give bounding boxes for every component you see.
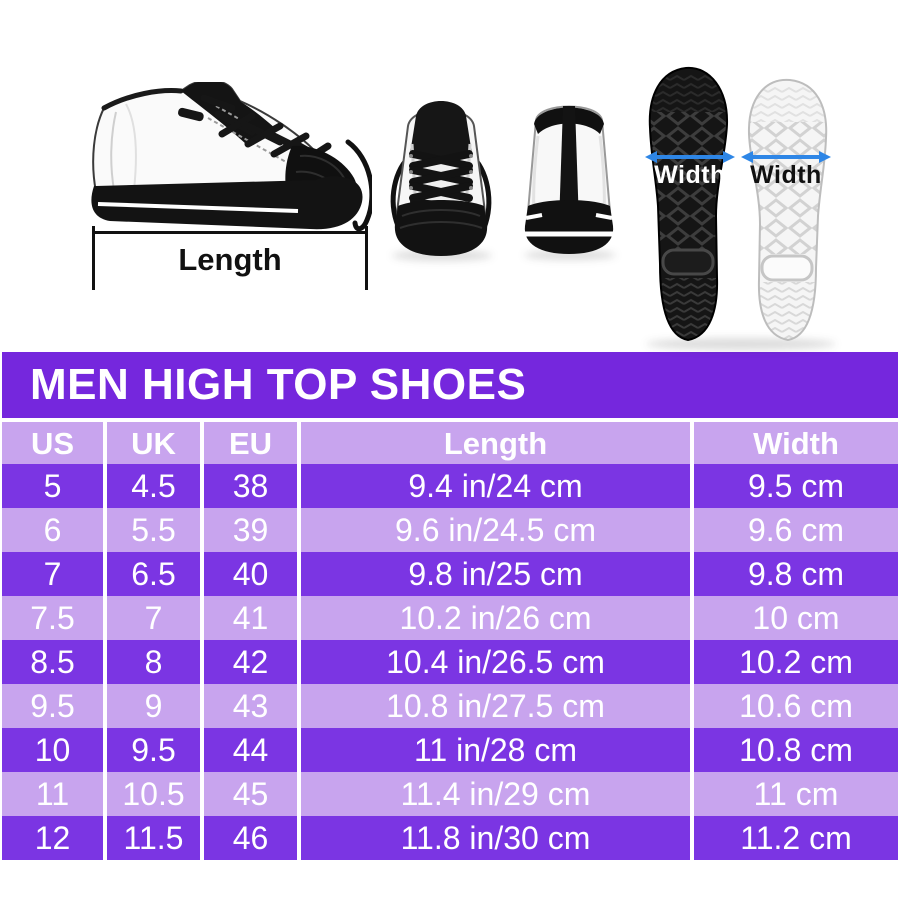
product-photos: Length <box>0 0 900 352</box>
table-cell: 11.5 <box>107 816 200 860</box>
column-header-uk: UK <box>107 422 200 464</box>
table-cell: 12 <box>2 816 103 860</box>
table-cell: 43 <box>204 684 297 728</box>
table-row: 5 4.5 38 9.4 in/24 cm 9.5 cm <box>2 464 898 508</box>
table-cell: 9.5 <box>2 684 103 728</box>
table-cell: 10.8 cm <box>694 728 898 772</box>
table-cell: 5 <box>2 464 103 508</box>
table-cell: 9.4 in/24 cm <box>301 464 690 508</box>
table-cell: 9.6 in/24.5 cm <box>301 508 690 552</box>
table-row: 7.5 7 41 10.2 in/26 cm 10 cm <box>2 596 898 640</box>
size-table: US UK EU Length Width 5 4.5 38 9.4 in/24… <box>2 422 898 860</box>
table-row: 11 10.5 45 11.4 in/29 cm 11 cm <box>2 772 898 816</box>
chart-title: MEN HIGH TOP SHOES <box>30 360 527 409</box>
table-row: 12 11.5 46 11.8 in/30 cm 11.2 cm <box>2 816 898 860</box>
width-label-black-sole: Width <box>654 161 726 189</box>
length-bracket-end-left <box>92 226 95 290</box>
table-cell: 9.5 cm <box>694 464 898 508</box>
table-cell: 40 <box>204 552 297 596</box>
table-row: 8.5 8 42 10.4 in/26.5 cm 10.2 cm <box>2 640 898 684</box>
table-cell: 46 <box>204 816 297 860</box>
table-cell: 9 <box>107 684 200 728</box>
front-view-shoe-image <box>390 101 492 256</box>
table-cell: 10 cm <box>694 596 898 640</box>
table-cell: 4.5 <box>107 464 200 508</box>
table-cell: 38 <box>204 464 297 508</box>
table-row: 7 6.5 40 9.8 in/25 cm 9.8 cm <box>2 552 898 596</box>
column-header-length: Length <box>301 422 690 464</box>
length-label: Length <box>178 242 282 277</box>
back-shoe-shadow <box>524 250 616 260</box>
table-cell: 10.2 in/26 cm <box>301 596 690 640</box>
table-cell: 11 cm <box>694 772 898 816</box>
table-cell: 10.2 cm <box>694 640 898 684</box>
table-cell: 10.8 in/27.5 cm <box>301 684 690 728</box>
table-cell: 10 <box>2 728 103 772</box>
width-label-white-sole: Width <box>750 161 822 189</box>
width-arrow-white-sole-icon <box>741 151 831 163</box>
table-cell: 11.4 in/29 cm <box>301 772 690 816</box>
table-cell: 10.5 <box>107 772 200 816</box>
table-cell: 44 <box>204 728 297 772</box>
table-cell: 10.6 cm <box>694 684 898 728</box>
table-cell: 5.5 <box>107 508 200 552</box>
chart-title-banner: MEN HIGH TOP SHOES <box>2 352 898 418</box>
table-cell: 45 <box>204 772 297 816</box>
table-row: 6 5.5 39 9.6 in/24.5 cm 9.6 cm <box>2 508 898 552</box>
table-cell: 6 <box>2 508 103 552</box>
column-header-eu: EU <box>204 422 297 464</box>
soles-shadow <box>646 338 836 350</box>
table-cell: 39 <box>204 508 297 552</box>
black-outsole-image <box>648 66 729 342</box>
table-cell: 9.5 <box>107 728 200 772</box>
column-header-width: Width <box>694 422 898 464</box>
table-cell: 10.4 in/26.5 cm <box>301 640 690 684</box>
table-cell: 7 <box>2 552 103 596</box>
column-header-us: US <box>2 422 103 464</box>
table-cell: 11 in/28 cm <box>301 728 690 772</box>
table-cell: 9.8 cm <box>694 552 898 596</box>
back-view-shoe-image <box>524 105 614 254</box>
table-cell: 11.2 cm <box>694 816 898 860</box>
table-cell: 9.6 cm <box>694 508 898 552</box>
table-cell: 11.8 in/30 cm <box>301 816 690 860</box>
table-cell: 41 <box>204 596 297 640</box>
table-header-row: US UK EU Length Width <box>2 422 898 464</box>
table-row: 10 9.5 44 11 in/28 cm 10.8 cm <box>2 728 898 772</box>
white-outsole-image <box>747 78 828 342</box>
length-bracket-line <box>92 231 368 234</box>
table-cell: 6.5 <box>107 552 200 596</box>
table-cell: 42 <box>204 640 297 684</box>
width-arrow-black-sole-icon <box>645 151 735 163</box>
table-cell: 9.8 in/25 cm <box>301 552 690 596</box>
table-cell: 11 <box>2 772 103 816</box>
table-cell: 7 <box>107 596 200 640</box>
table-cell: 8.5 <box>2 640 103 684</box>
side-view-shoe-image <box>91 82 372 232</box>
table-cell: 8 <box>107 640 200 684</box>
table-cell: 7.5 <box>2 596 103 640</box>
length-bracket-end-right <box>365 226 368 290</box>
table-row: 9.5 9 43 10.8 in/27.5 cm 10.6 cm <box>2 684 898 728</box>
